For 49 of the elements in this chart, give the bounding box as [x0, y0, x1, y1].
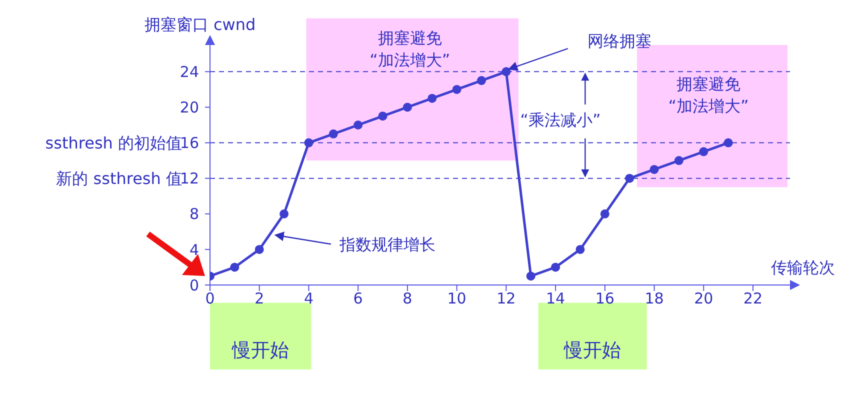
x-tick-label: 22: [743, 290, 763, 308]
y-tick-label: 8: [189, 205, 199, 224]
point: [402, 102, 412, 112]
point: [625, 174, 634, 183]
point: [724, 138, 733, 148]
point: [354, 120, 363, 130]
annotation: “乘法减小”: [520, 110, 601, 130]
y-tick-label: 24: [180, 62, 199, 81]
x-tick-label: 4: [304, 290, 314, 308]
x-tick-label: 10: [447, 290, 466, 308]
point: [600, 209, 610, 218]
annotation: 拥塞避免 “加法增大”: [668, 74, 749, 116]
annotation: 网络拥塞: [588, 32, 652, 51]
point: [502, 67, 511, 76]
point: [254, 244, 264, 254]
text: 慢开始: [563, 340, 622, 362]
x-tick-label: 8: [402, 290, 412, 308]
x-tick-label: 14: [546, 290, 566, 308]
point: [452, 84, 462, 94]
point: [378, 112, 388, 121]
x-tick-label: 20: [694, 290, 714, 308]
point: [280, 209, 289, 218]
point: [304, 138, 314, 148]
point: [230, 262, 240, 272]
point: [674, 156, 684, 166]
x-tick-label: 16: [595, 290, 614, 308]
x-tick-label: 6: [353, 290, 363, 308]
y-axis-title: 拥塞窗口 cwnd: [144, 15, 256, 34]
x-tick-label: 2: [254, 290, 264, 308]
point: [476, 76, 486, 86]
x-tick-label: 12: [496, 290, 516, 308]
point: [526, 272, 536, 281]
point: [650, 164, 659, 174]
x-axis-title: 传输轮次: [771, 258, 835, 277]
x-tick-label: 18: [644, 290, 664, 308]
text: 慢开始: [231, 340, 290, 362]
y-tick-label: 4: [189, 240, 199, 259]
annotation: 拥塞避免 “加法增大”: [370, 28, 450, 70]
y-tick-label: 0: [189, 276, 199, 294]
y-tick-label: 20: [180, 98, 199, 117]
point: [699, 147, 708, 156]
point: [428, 94, 437, 103]
ref-line-label: ssthresh 的初始值: [45, 133, 182, 152]
annotation: 指数规律增长: [338, 235, 436, 254]
point: [328, 129, 338, 138]
x-tick-label: 0: [205, 290, 215, 308]
point: [551, 262, 560, 272]
ref-line-label: 新的 ssthresh 值: [56, 169, 182, 188]
point: [576, 244, 585, 254]
